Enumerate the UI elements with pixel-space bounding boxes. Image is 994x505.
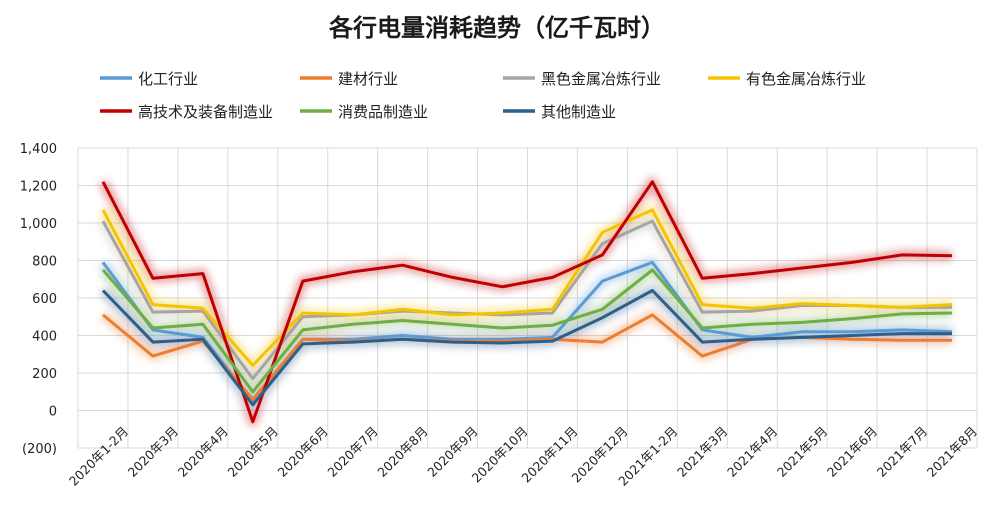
legend-label: 高技术及装备制造业 bbox=[138, 103, 273, 121]
legend-label: 化工行业 bbox=[138, 70, 198, 88]
x-tick-label: 2020年7月 bbox=[324, 424, 380, 480]
x-tick-label: 2021年7月 bbox=[874, 424, 930, 480]
y-tick-label: 0 bbox=[49, 405, 57, 420]
series-line bbox=[101, 208, 953, 367]
x-tick-label: 2021年3月 bbox=[674, 424, 730, 480]
x-axis: 2020年1-2月2020年3月2020年4月2020年5月2020年6月202… bbox=[66, 424, 980, 489]
x-tick-label: 2020年6月 bbox=[274, 424, 330, 480]
y-tick-label: 600 bbox=[32, 292, 57, 307]
series-line bbox=[101, 219, 952, 381]
x-tick-label: 2020年1-2月 bbox=[66, 424, 131, 489]
y-tick-label: 1,200 bbox=[20, 180, 57, 195]
y-axis: 1,400 1,200 1,000 800 600 400 200 0 (200) bbox=[20, 142, 57, 457]
x-tick-label: 2020年3月 bbox=[125, 424, 181, 480]
y-tick-label: 800 bbox=[32, 255, 57, 270]
x-tick-label: 2021年5月 bbox=[774, 424, 830, 480]
x-tick-label: 2021年8月 bbox=[924, 424, 980, 480]
series-lines bbox=[101, 180, 953, 424]
chart-title: 各行电量消耗趋势（亿千瓦时） bbox=[329, 14, 665, 42]
x-tick-label: 2020年8月 bbox=[374, 424, 430, 480]
legend-label: 建材行业 bbox=[338, 70, 398, 88]
legend-label: 有色金属冶炼行业 bbox=[746, 70, 866, 88]
legend-label: 消费品制造业 bbox=[338, 103, 428, 121]
x-tick-label: 2021年4月 bbox=[724, 424, 780, 480]
x-tick-label: 2020年4月 bbox=[175, 424, 231, 480]
y-tick-label: 1,400 bbox=[20, 142, 57, 157]
y-tick-label: 200 bbox=[32, 367, 57, 382]
series-line bbox=[101, 180, 953, 424]
y-tick-label: 1,000 bbox=[20, 217, 57, 232]
series-line bbox=[101, 289, 952, 407]
y-tick-label: (200) bbox=[22, 442, 57, 457]
series-line bbox=[101, 268, 953, 394]
y-tick-label: 400 bbox=[32, 330, 57, 345]
x-tick-label: 2020年5月 bbox=[225, 424, 281, 480]
legend-label: 黑色金属冶炼行业 bbox=[541, 70, 661, 88]
x-tick-label: 2021年6月 bbox=[824, 424, 880, 480]
legend-label: 其他制造业 bbox=[541, 103, 616, 121]
